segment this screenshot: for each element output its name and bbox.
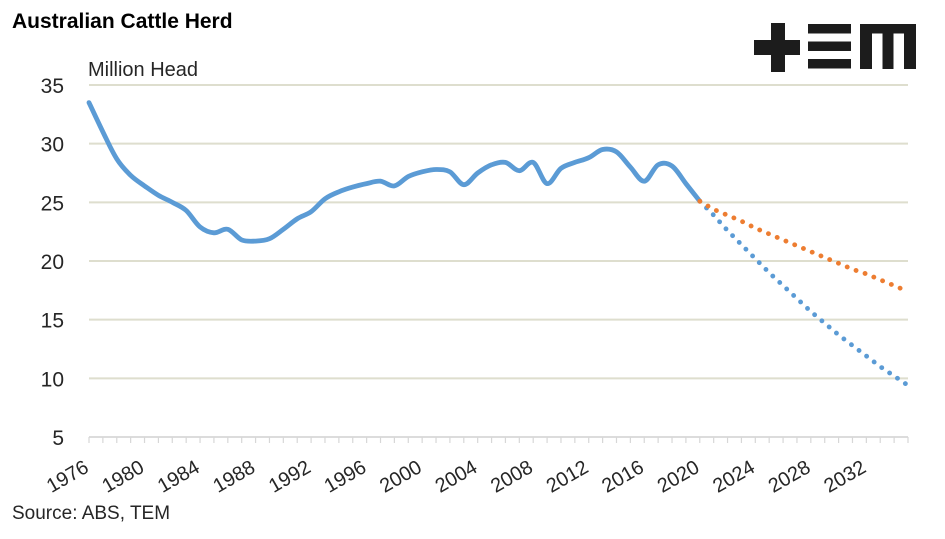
x-tick-label: 1980	[98, 456, 148, 497]
y-tick-label: 35	[41, 75, 64, 98]
tem-logo-glyphs	[754, 23, 916, 72]
gridlines	[89, 84, 908, 380]
series-2-line	[697, 198, 911, 294]
triple-bar-glyph	[808, 24, 851, 69]
x-axis	[88, 436, 909, 443]
y-axis-title: Million Head	[88, 59, 199, 81]
x-tick-label: 1992	[265, 456, 315, 497]
x-tick-label: 2016	[598, 456, 648, 497]
series-0-line	[86, 100, 703, 244]
x-tick-label: 2000	[376, 456, 426, 497]
m-glyph	[860, 24, 916, 69]
source-note: Source: ABS, TEM	[12, 503, 171, 524]
tem-logo	[754, 20, 917, 72]
x-tick-label: 2024	[709, 456, 759, 497]
x-tick-label: 1984	[154, 456, 204, 497]
x-tick-label: 2004	[432, 456, 482, 497]
x-tick-label: 2032	[820, 456, 870, 497]
x-tick-labels: 1976 1980 1984 1988 1992 1996 2000 2004 2008 2012…	[43, 456, 870, 497]
y-tick-label: 25	[41, 192, 64, 215]
y-tick-label: 15	[41, 310, 64, 333]
plus-glyph	[754, 23, 800, 72]
y-tick-labels: 35 30 25 20 15 10 5	[41, 75, 64, 450]
x-tick-label: 2028	[765, 456, 815, 497]
x-tick-label: 1996	[321, 456, 371, 497]
x-tick-label: 2008	[487, 456, 537, 497]
x-tick-label: 2020	[654, 456, 704, 497]
y-tick-label: 30	[41, 134, 64, 157]
x-tick-label: 1976	[43, 456, 93, 497]
y-tick-label: 20	[41, 251, 64, 274]
tem-logo-image	[754, 23, 916, 72]
series-1-line	[697, 198, 911, 388]
x-tick-label: 1988	[210, 456, 260, 497]
chart-title: Australian Cattle Herd	[12, 10, 233, 33]
y-tick-label: 10	[41, 368, 64, 391]
x-tick-label: 2012	[543, 456, 593, 497]
y-tick-label: 5	[52, 427, 64, 450]
